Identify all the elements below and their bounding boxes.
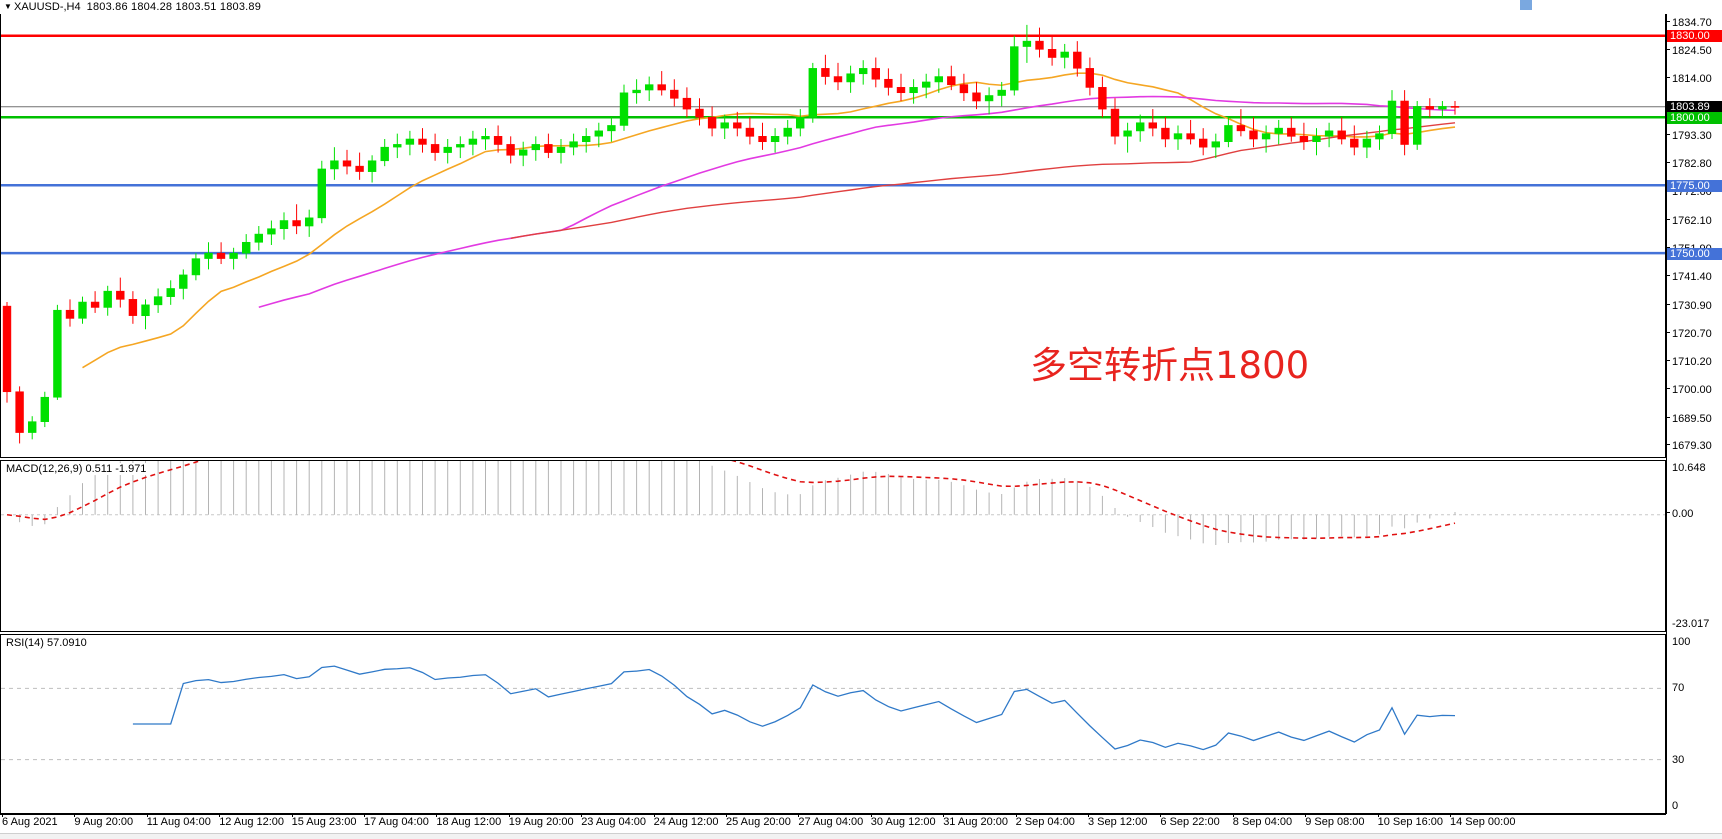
time-tick-mark <box>146 814 148 817</box>
pane-right-border <box>1665 635 1666 813</box>
chart-annotation: 多空转折点1800 <box>1030 344 1310 387</box>
time-tick-label: 8 Sep 04:00 <box>1232 816 1293 828</box>
time-axis-line <box>0 814 1666 815</box>
macd-plot <box>1 461 1665 631</box>
price-tick: 1834.70 <box>1666 17 1712 29</box>
rsi-tick: 100 <box>1672 636 1691 648</box>
price-tick: 1700.00 <box>1666 384 1712 396</box>
rsi-tick: 0 <box>1672 800 1679 812</box>
time-tick-mark <box>798 814 800 817</box>
macd-tick: 0.00 <box>1666 508 1693 520</box>
time-tick-label: 19 Aug 20:00 <box>508 816 574 828</box>
time-tick-mark <box>726 814 727 817</box>
time-tick-label: 15 Aug 23:00 <box>291 816 357 828</box>
time-tick-mark <box>436 814 438 817</box>
time-tick-label: 23 Aug 04:00 <box>581 816 647 828</box>
time-tick-mark <box>364 814 365 817</box>
time-tick-label: 6 Sep 22:00 <box>1160 816 1220 828</box>
price-level-tag[interactable]: 1800.00 <box>1667 111 1722 124</box>
price-pane: 多空转折点1800 <box>0 14 1666 458</box>
price-tick: 1814.00 <box>1666 73 1712 85</box>
rsi-tick: 70 <box>1672 682 1685 694</box>
pane-right-border <box>1665 14 1666 457</box>
time-tick-mark <box>508 814 510 817</box>
time-tick-label: 24 Aug 12:00 <box>653 816 719 828</box>
pane-left-border <box>0 14 1 457</box>
time-tick-label: 31 Aug 20:00 <box>943 816 1009 828</box>
symbol-header: ▼ XAUUSD-,H4 1803.86 1804.28 1803.51 1803.… <box>0 0 261 14</box>
time-tick-label: 14 Sep 00:00 <box>1450 816 1516 828</box>
time-tick-mark <box>581 814 583 817</box>
price-axis[interactable]: 1834.70 1824.50 1814.00 1793.30 1782.80 1772.… <box>1666 0 1722 814</box>
time-tick-mark <box>1232 814 1234 817</box>
time-tick-label: 9 Aug 20:00 <box>74 816 134 828</box>
symbol-label: XAUUSD-,H4 <box>14 1 81 13</box>
price-tick: 1720.70 <box>1666 328 1712 340</box>
time-tick-label: 27 Aug 04:00 <box>798 816 864 828</box>
price-tick: 1741.40 <box>1666 271 1712 283</box>
time-tick-mark <box>870 814 872 817</box>
time-tick-label: 17 Aug 04:00 <box>364 816 429 828</box>
rsi-pane: RSI(14) 57.0910 <box>0 634 1666 814</box>
macd-tick: 10.648 <box>1672 462 1706 474</box>
pane-left-border <box>0 635 1 813</box>
time-tick-label: 2 Sep 04:00 <box>1015 816 1075 828</box>
time-tick-label: 18 Aug 12:00 <box>436 816 502 828</box>
time-tick-mark <box>1377 814 1379 817</box>
time-tick-mark <box>1088 814 1089 817</box>
axis-line <box>1666 14 1667 814</box>
price-tick: 1689.50 <box>1666 413 1712 425</box>
price-tick: 1793.30 <box>1666 130 1712 142</box>
macd-label: MACD(12,26,9) 0.511 -1.971 <box>4 463 149 475</box>
price-tick: 1824.50 <box>1666 45 1712 57</box>
time-tick-mark <box>2 814 3 817</box>
time-tick-label: 6 Aug 2021 <box>2 816 58 828</box>
rsi-label: RSI(14) 57.0910 <box>4 637 89 649</box>
time-tick-label: 9 Sep 08:00 <box>1305 816 1365 828</box>
top-right-marker <box>1520 0 1532 10</box>
price-level-tag[interactable]: 1830.00 <box>1667 29 1722 42</box>
time-tick-label: 30 Aug 12:00 <box>870 816 936 828</box>
price-tick: 1710.20 <box>1666 356 1712 368</box>
price-tick: 1782.80 <box>1666 158 1712 170</box>
price-tick: 1679.30 <box>1666 440 1712 452</box>
macd-pane: MACD(12,26,9) 0.511 -1.971 <box>0 460 1666 632</box>
price-level-tag[interactable]: 1803.89 <box>1667 100 1722 113</box>
time-tick-mark <box>291 814 293 817</box>
price-tick: 1762.10 <box>1666 215 1712 227</box>
time-tick-mark <box>1305 814 1307 817</box>
time-tick-mark <box>219 814 221 817</box>
time-tick-label: 12 Aug 12:00 <box>219 816 285 828</box>
collapse-caret-icon[interactable]: ▼ <box>4 2 12 11</box>
rsi-plot <box>1 635 1665 813</box>
time-tick-mark <box>943 814 945 817</box>
time-tick-mark <box>1160 814 1162 817</box>
time-tick-mark <box>653 814 655 817</box>
pane-right-border <box>1665 461 1666 631</box>
price-level-tag[interactable]: 1750.00 <box>1667 247 1722 260</box>
ohlc-values: 1803.86 1804.28 1803.51 1803.89 <box>86 1 262 13</box>
price-tick: 1730.90 <box>1666 300 1712 312</box>
time-tick-mark <box>1450 814 1451 817</box>
time-tick-label: 3 Sep 12:00 <box>1088 816 1148 828</box>
macd-tick: -23.017 <box>1672 618 1710 630</box>
time-tick-mark <box>74 814 76 817</box>
time-tick-label: 11 Aug 04:00 <box>146 816 211 828</box>
rsi-tick: 30 <box>1672 754 1685 766</box>
pane-left-border <box>0 461 1 631</box>
bottom-strip <box>0 833 1722 839</box>
time-tick-label: 25 Aug 20:00 <box>726 816 791 828</box>
time-tick-label: 10 Sep 16:00 <box>1377 816 1444 828</box>
price-plot <box>1 14 1665 457</box>
price-level-tag[interactable]: 1775.00 <box>1667 179 1722 192</box>
time-tick-mark <box>1015 814 1017 817</box>
